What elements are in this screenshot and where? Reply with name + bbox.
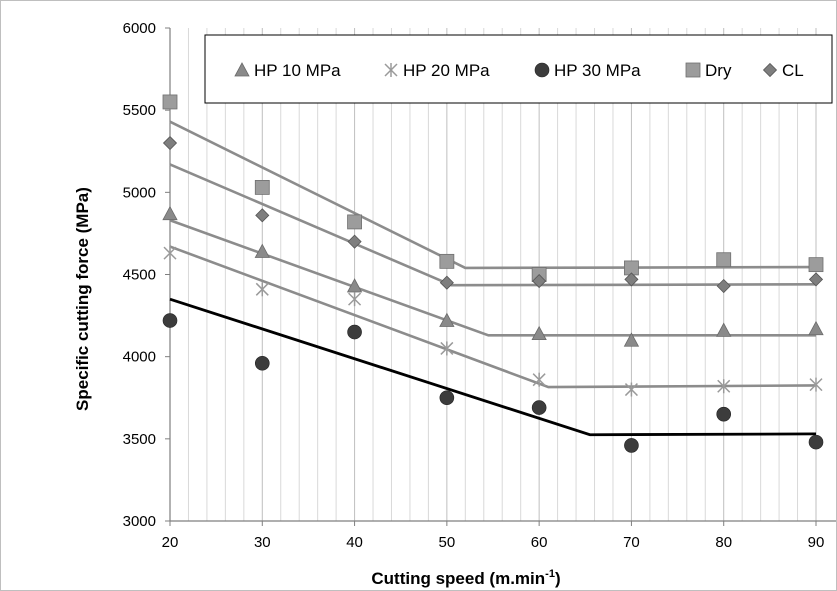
- legend-entry: HP 10 MPa: [234, 61, 341, 80]
- data-point: [624, 272, 639, 287]
- data-point: [162, 135, 178, 151]
- legend-entry: HP 30 MPa: [534, 61, 641, 80]
- y-tick-labels: 3000 3500 4000 4500 5000 5500 6000: [123, 20, 156, 530]
- legend-label: Dry: [705, 61, 732, 80]
- legend-label: HP 20 MPa: [403, 61, 490, 80]
- y-tick-label: 3500: [123, 431, 156, 448]
- data-point: [255, 282, 269, 297]
- trend-line: [169, 245, 817, 389]
- axes: [165, 27, 836, 526]
- data-point: [623, 332, 640, 347]
- data-point: [163, 246, 177, 261]
- data-point: [808, 272, 824, 287]
- data-point: [254, 243, 270, 258]
- y-axis-title: Specific cutting force (MPa): [73, 187, 92, 411]
- data-point: [255, 208, 270, 223]
- data-point: [716, 278, 731, 294]
- legend-marker: [685, 62, 701, 78]
- data-point: [808, 434, 824, 450]
- x-tick-labels: 20 30 40 50 60 70 80 90: [162, 534, 825, 551]
- legend-label: CL: [782, 61, 804, 80]
- data-point: [254, 180, 270, 195]
- data-point: [532, 372, 546, 387]
- x-tick-label: 70: [623, 534, 640, 551]
- x-tick-label: 40: [346, 534, 363, 551]
- data-point: [439, 253, 455, 269]
- y-tick-label: 5000: [123, 184, 156, 201]
- data-point: [439, 390, 455, 406]
- data-point: [439, 275, 454, 290]
- trend-line: [169, 297, 817, 437]
- legend-entry: Dry: [685, 61, 732, 80]
- series-dry: [162, 94, 824, 282]
- data-point: [531, 400, 547, 415]
- data-point: [717, 379, 731, 394]
- data-point: [809, 377, 823, 392]
- legend-marker: [762, 62, 778, 78]
- x-tick-label: 50: [439, 534, 456, 551]
- data-points: [162, 94, 824, 453]
- data-point: [624, 438, 639, 453]
- data-point: [162, 205, 178, 221]
- series-hp-20-mpa: [163, 246, 823, 397]
- legend-label: HP 10 MPa: [254, 61, 341, 80]
- trend-lines: [169, 120, 817, 437]
- legend-entry: CL: [762, 61, 804, 80]
- data-point: [347, 324, 362, 340]
- series-hp-30-mpa: [162, 313, 824, 453]
- legend-marker: [384, 63, 398, 77]
- x-axis-title-main: Cutting speed (m.min: [371, 569, 545, 588]
- series-hp-10-mpa: [162, 205, 824, 347]
- y-tick-label: 3000: [123, 513, 156, 530]
- legend-entry: HP 20 MPa: [384, 61, 490, 80]
- data-point: [348, 292, 362, 307]
- x-axis-title-suffix: ): [555, 569, 561, 588]
- data-point: [716, 322, 732, 337]
- legend-marker: [534, 62, 550, 78]
- x-tick-label: 90: [808, 534, 825, 551]
- x-tick-label: 20: [162, 534, 179, 551]
- legend-box: [204, 34, 833, 104]
- data-point: [346, 278, 363, 293]
- legend-marker: [234, 62, 250, 77]
- y-tick-label: 6000: [123, 20, 156, 37]
- trend-line: [169, 219, 816, 337]
- x-tick-label: 60: [531, 534, 548, 551]
- data-point: [162, 94, 178, 110]
- trend-line: [169, 163, 817, 287]
- x-axis-title-superscript: -1: [545, 568, 555, 580]
- x-axis-title: Cutting speed (m.min-1): [371, 568, 560, 588]
- data-point: [162, 313, 178, 328]
- data-point: [532, 274, 547, 289]
- data-point: [347, 214, 362, 230]
- legend-label: HP 30 MPa: [554, 61, 641, 80]
- y-tick-label: 4500: [123, 267, 156, 284]
- legend: HP 10 MPa HP 20 MPa HP 30 MPa Dry CL: [204, 34, 833, 104]
- data-point: [808, 320, 824, 336]
- data-point: [347, 234, 362, 249]
- data-point: [716, 406, 732, 422]
- data-point: [624, 382, 638, 397]
- x-tick-label: 80: [715, 534, 732, 551]
- data-point: [440, 341, 454, 356]
- series-cl: [162, 135, 824, 294]
- y-tick-label: 5500: [123, 102, 156, 119]
- data-point: [716, 252, 732, 268]
- data-point: [439, 312, 455, 327]
- data-point: [531, 325, 547, 341]
- data-point: [254, 355, 270, 371]
- y-tick-label: 4000: [123, 349, 156, 366]
- x-tick-label: 30: [254, 534, 271, 551]
- data-point: [808, 257, 824, 273]
- trend-line: [169, 120, 817, 270]
